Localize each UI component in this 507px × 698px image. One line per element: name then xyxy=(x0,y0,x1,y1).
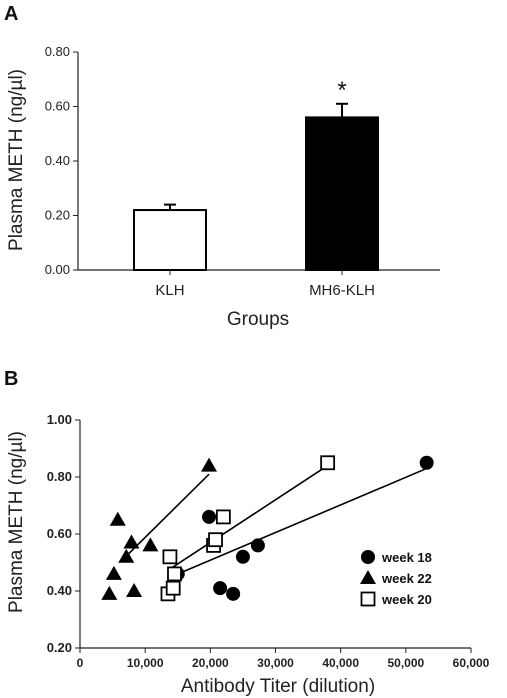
legend-label-week-22: week 22 xyxy=(381,571,432,586)
panel-a-y-tick-label: 0.00 xyxy=(45,262,70,277)
legend-label-week-18: week 18 xyxy=(381,550,432,565)
panel-b-fit-lines xyxy=(125,464,427,578)
panel-b-ylabel: Plasma METH (ng/µl) xyxy=(6,431,27,613)
panel-b-y-tick-label: 1.00 xyxy=(47,412,72,427)
panel-b-xlabel: Antibody Titer (dilution) xyxy=(181,676,375,697)
point-week-22 xyxy=(109,511,126,526)
x-tick-label-klh: KLH xyxy=(155,282,184,299)
panel-b-legend: week 18 week 22 week 20 xyxy=(360,550,432,607)
panel-b-points xyxy=(101,455,434,602)
point-week-18 xyxy=(250,538,265,553)
panel-b-x-tick-label: 0 xyxy=(77,656,84,670)
point-week-20 xyxy=(215,509,231,525)
point-week-20 xyxy=(208,532,223,548)
point-week-20 xyxy=(320,455,336,471)
panel-b-y-tick-label: 0.80 xyxy=(47,469,72,484)
point-week-22 xyxy=(105,565,122,580)
x-tick-label-mh6-klh: MH6-KLH xyxy=(309,282,375,299)
panel-a-bars: * xyxy=(133,77,379,272)
panel-a-xlabel: Groups xyxy=(227,309,289,330)
fit-line-week-20 xyxy=(170,464,329,569)
point-week-22 xyxy=(126,583,143,597)
point-week-22 xyxy=(142,537,159,552)
panel-b-y-tick-label: 0.60 xyxy=(47,526,72,541)
panel-b-x-tick-label: 60,000 xyxy=(453,656,490,670)
legend-marker-week-20 xyxy=(360,591,376,607)
panel-b-label: B xyxy=(4,368,18,390)
panel-b-x-tick-label: 50,000 xyxy=(387,656,424,670)
significance-marker: * xyxy=(337,77,346,104)
panel-b-y-tick-label: 0.20 xyxy=(47,640,72,655)
point-week-22 xyxy=(101,585,118,600)
legend-marker-week-18 xyxy=(361,550,375,564)
point-week-18 xyxy=(202,509,217,524)
panel-b: B Plasma METH (ng/µl) Antibody Titer (di… xyxy=(4,368,490,697)
panel-b-x-tick-label: 10,000 xyxy=(127,656,164,670)
point-week-18 xyxy=(235,549,250,564)
panel-a-ylabel: Plasma METH (ng/µl) xyxy=(6,69,27,251)
bar-klh xyxy=(133,209,207,272)
panel-b-x-tick-label: 30,000 xyxy=(257,656,294,670)
legend-label-week-20: week 20 xyxy=(381,592,432,607)
panel-a-y-tick-label: 0.80 xyxy=(45,44,70,59)
panel-a-y-tick-label: 0.40 xyxy=(45,153,70,168)
panel-b-x-tick-label: 20,000 xyxy=(192,656,229,670)
point-week-20 xyxy=(167,566,182,582)
point-week-18 xyxy=(226,586,241,601)
point-week-20 xyxy=(162,549,178,565)
point-week-22 xyxy=(118,548,135,563)
point-week-22 xyxy=(201,457,218,472)
panel-a-y-axis: 0.00 0.20 0.40 0.60 0.80 xyxy=(45,44,440,277)
fit-line-week-18 xyxy=(170,467,427,578)
panel-b-axes: 0.20 0.40 0.60 0.80 1.00 0 10,000 20,000 30,000 4… xyxy=(47,412,490,670)
panel-a-label: A xyxy=(4,3,18,25)
point-week-18 xyxy=(213,581,228,596)
panel-a-y-tick-label: 0.20 xyxy=(45,208,70,223)
point-week-22 xyxy=(123,534,140,549)
panel-a-x-axis: KLH MH6-KLH xyxy=(155,270,375,299)
panel-b-x-tick-label: 40,000 xyxy=(322,656,359,670)
panel-b-y-tick-label: 0.40 xyxy=(47,583,72,598)
panel-a-y-tick-label: 0.60 xyxy=(45,99,70,114)
point-week-18 xyxy=(419,455,434,470)
legend-marker-week-22 xyxy=(360,570,376,584)
bar-mh6-klh xyxy=(305,116,379,272)
panel-a: A Plasma METH (ng/µl) Groups 0.00 0.20 0.4… xyxy=(4,3,440,330)
fit-line-week-22 xyxy=(125,473,210,558)
point-week-20 xyxy=(165,580,181,596)
